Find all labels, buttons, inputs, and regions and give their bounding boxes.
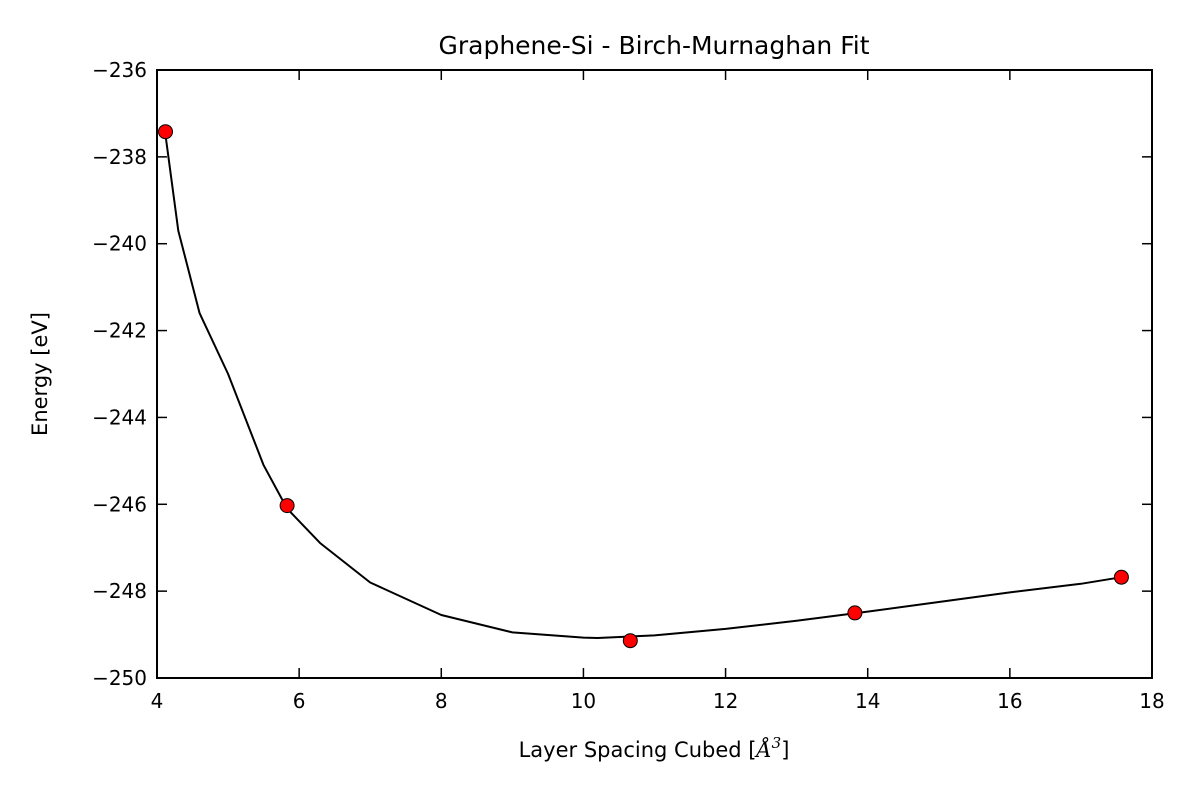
data-point bbox=[158, 124, 173, 140]
x-axis-label: Layer Spacing Cubed [Å3] bbox=[519, 734, 790, 762]
x-tick-label: 10 bbox=[571, 689, 596, 713]
x-tick-label: 14 bbox=[855, 689, 880, 713]
data-point bbox=[622, 633, 638, 649]
y-tick-label: −244 bbox=[92, 405, 147, 429]
chart-title: Graphene-Si - Birch-Murnaghan Fit bbox=[438, 31, 869, 60]
data-point bbox=[847, 605, 863, 621]
fit-curve bbox=[164, 134, 1122, 639]
y-tick-label: −246 bbox=[92, 492, 147, 516]
x-axis-label-close: ] bbox=[781, 738, 789, 762]
x-axis-label-power: 3 bbox=[772, 734, 782, 752]
data-point bbox=[1113, 569, 1129, 585]
x-tick-label: 18 bbox=[1139, 689, 1164, 713]
y-tick-label: −238 bbox=[92, 145, 147, 169]
y-axis-label: Energy [eV] bbox=[28, 312, 52, 436]
x-tick-label: 4 bbox=[151, 689, 164, 713]
y-tick-label: −248 bbox=[92, 579, 147, 603]
x-tick-label: 8 bbox=[435, 689, 448, 713]
plot-frame bbox=[156, 69, 1153, 679]
x-tick-label: 16 bbox=[997, 689, 1022, 713]
x-axis-label-unit: Å bbox=[753, 737, 771, 762]
x-axis-label-text: Layer Spacing Cubed [ bbox=[519, 738, 757, 762]
axis-ticks: 4 6 8 10 12 14 16 18 −236 −238 −240 −242 −244 −246 −24… bbox=[92, 58, 1165, 713]
y-tick-label: −236 bbox=[92, 58, 147, 82]
y-tick-label: −240 bbox=[92, 232, 147, 256]
x-tick-label: 6 bbox=[293, 689, 306, 713]
y-tick-label: −242 bbox=[92, 319, 147, 343]
y-tick-label: −250 bbox=[92, 666, 147, 690]
data-point bbox=[279, 498, 295, 514]
x-tick-label: 12 bbox=[713, 689, 738, 713]
plot-area bbox=[158, 124, 1129, 649]
